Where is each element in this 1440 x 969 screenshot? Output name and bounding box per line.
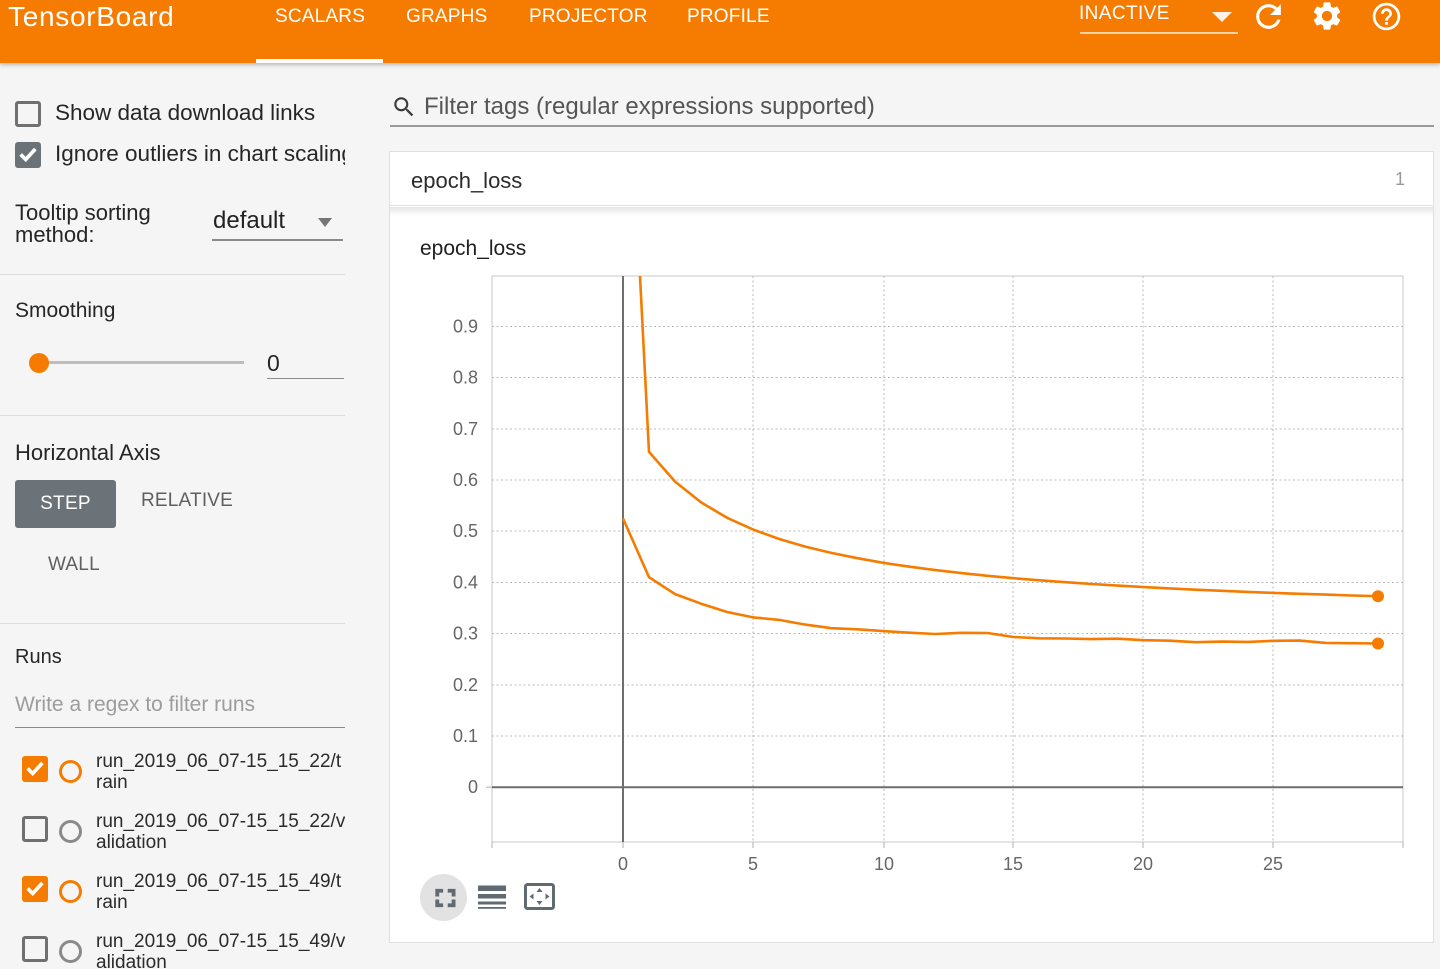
svg-text:25: 25 [1263, 854, 1283, 874]
svg-text:0.2: 0.2 [453, 675, 478, 695]
svg-text:0.1: 0.1 [453, 726, 478, 746]
svg-text:5: 5 [748, 854, 758, 874]
svg-text:0: 0 [618, 854, 628, 874]
svg-text:10: 10 [874, 854, 894, 874]
svg-text:0.5: 0.5 [453, 521, 478, 541]
svg-text:0.6: 0.6 [453, 470, 478, 490]
svg-text:0: 0 [468, 777, 478, 797]
svg-text:15: 15 [1003, 854, 1023, 874]
svg-text:0.3: 0.3 [453, 624, 478, 644]
svg-text:0.4: 0.4 [453, 572, 478, 592]
svg-text:0.7: 0.7 [453, 419, 478, 439]
svg-text:0.9: 0.9 [453, 316, 478, 336]
svg-text:0.8: 0.8 [453, 368, 478, 388]
svg-text:20: 20 [1133, 854, 1153, 874]
